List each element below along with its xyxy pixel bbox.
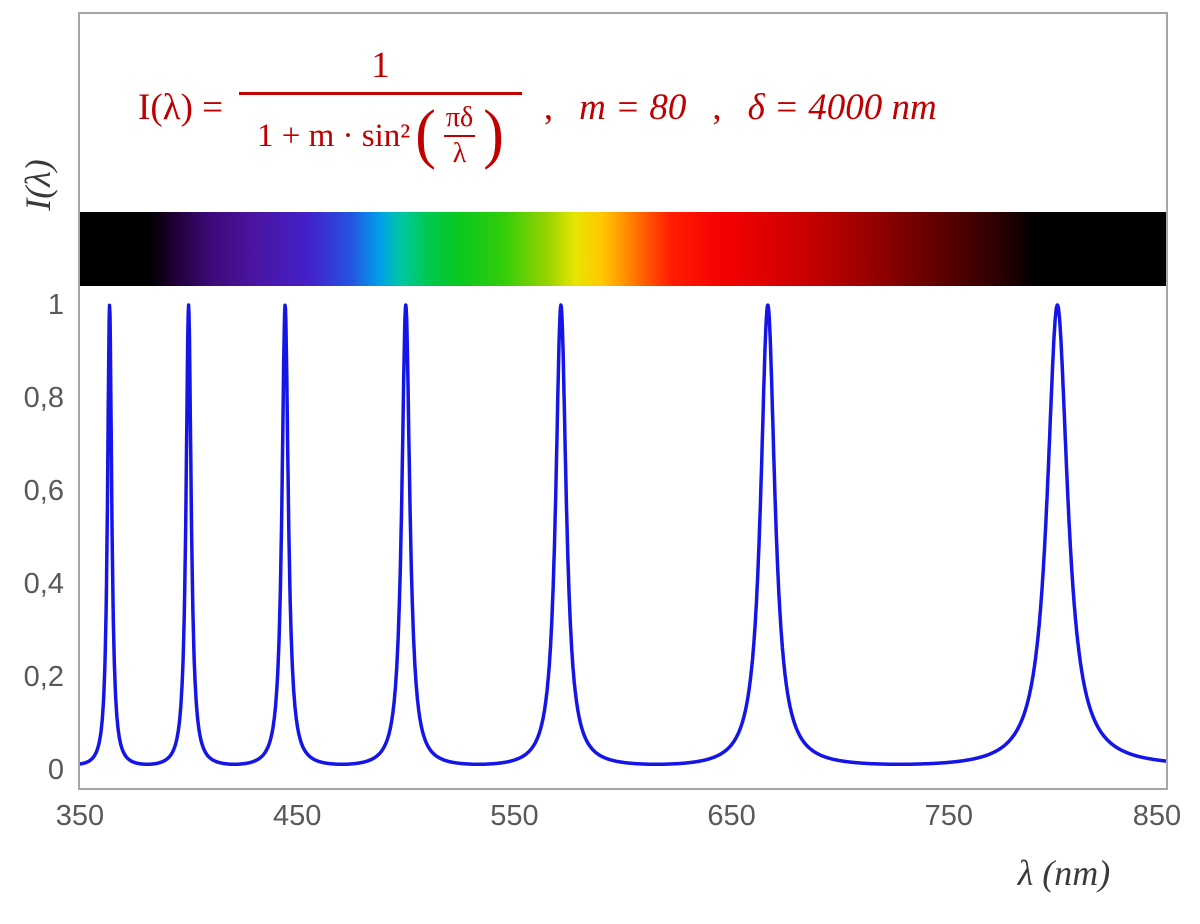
comma: , <box>712 86 722 128</box>
formula-numerator: 1 <box>371 44 390 86</box>
param-m: m = 80 <box>579 86 687 128</box>
formula-denominator: 1 + m · sin² ( πδ λ ) <box>239 91 522 171</box>
formula-title: I(λ) = 1 1 + m · sin² ( πδ λ ) , m = 80 … <box>138 28 941 186</box>
spectrum-bar <box>80 212 1166 286</box>
y-tick-label: 0 <box>47 754 64 786</box>
y-tick-label: 0,2 <box>23 661 64 693</box>
formula-lhs: I(λ) = <box>138 86 224 128</box>
x-tick-label: 450 <box>272 800 322 832</box>
x-tick-label: 850 <box>1132 800 1182 832</box>
intensity-curve <box>80 303 1166 767</box>
param-delta: δ = 4000 nm <box>747 86 937 128</box>
formula-fraction: 1 1 + m · sin² ( πδ λ ) <box>239 44 522 170</box>
formula-den-prefix: 1 + m · sin² <box>257 117 411 154</box>
y-tick-label: 0,4 <box>23 568 64 600</box>
x-tick-label: 550 <box>490 800 539 832</box>
x-tick-label: 350 <box>55 800 105 832</box>
inner-numerator: πδ <box>445 101 474 133</box>
inner-fraction: πδ λ <box>441 102 478 170</box>
x-tick-label: 750 <box>924 800 973 832</box>
x-axis-title: λ (nm) <box>1017 853 1111 893</box>
y-tick-label: 0,6 <box>23 475 64 507</box>
y-axis-title: I(λ) <box>18 159 58 211</box>
y-tick-label: 1 <box>47 289 64 321</box>
open-paren: ( <box>415 97 436 171</box>
comma: , <box>543 86 554 128</box>
plot-frame: I(λ) = 1 1 + m · sin² ( πδ λ ) , m = 80 … <box>78 12 1168 790</box>
close-paren: ) <box>483 97 504 171</box>
x-tick-label: 650 <box>707 800 756 832</box>
y-tick-label: 0,8 <box>23 382 64 414</box>
inner-denominator: λ <box>443 135 476 170</box>
airy-function-line <box>80 303 1166 767</box>
